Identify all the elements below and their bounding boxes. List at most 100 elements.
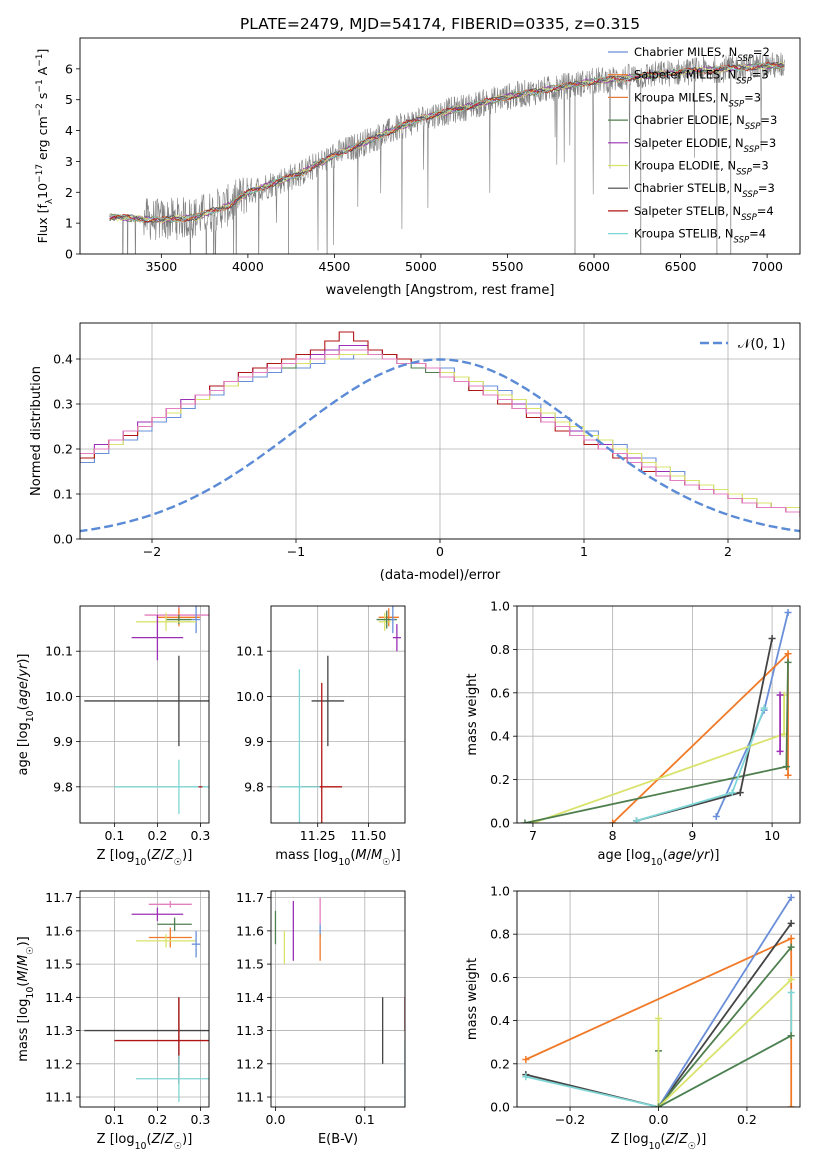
spectrum-xtick-label: 4500 [319,259,351,274]
weight-line [657,978,792,1107]
weight-marker [787,935,795,943]
residuals-ytick-label: 0.1 [53,487,73,502]
spectrum-xtick-label: 3500 [145,259,177,274]
residuals-plot-area [80,323,800,539]
weight-marker [787,989,795,997]
weight-marker [787,976,795,984]
legend-label: Kroupa STELIB, NSSP=4 [634,227,766,246]
weight_vs_age-ytick-label: 0.6 [490,685,510,700]
mass_vs_Z-plot-area [80,891,209,1107]
weight-line [657,897,792,1107]
spectrum-ytick-label: 5 [65,92,73,107]
weight-marker [609,819,617,823]
panel-weight_vs_age: 7 8 9 10 0.0 0.2 0.4 0.6 0.8 1.0 age [log10(age/yr… [465,599,801,868]
weight_vs_age-xtick-label: 10 [764,828,780,843]
residuals-xtick-label: 0 [436,544,444,559]
legend-label: Kroupa MILES, NSSP=3 [634,90,761,109]
weight-marker [784,771,792,779]
weight_vs_age-ytick-label: 1.0 [490,599,510,614]
weight-marker [522,1073,530,1081]
residuals-ylabel: Normed distribution [29,366,44,496]
weight_vs_Z-ytick-label: 1.0 [490,884,510,899]
mass_vs_Z-ytick-label: 11.4 [45,990,73,1005]
age_vs_Z-xtick-label: 0.3 [190,828,210,843]
weight_vs_Z-xtick-label: −0.2 [555,1112,585,1127]
weight-marker [787,893,795,901]
spectrum-ytick-label: 6 [65,61,73,76]
weight_vs_age-ytick-label: 0.4 [490,729,510,744]
weight_vs_Z-ytick-label: 0.6 [490,970,510,985]
mass_vs_ebv-ytick-label: 11.6 [236,923,264,938]
residuals-ytick-label: 0.4 [53,352,73,367]
residuals-xlabel: (data-model)/error [380,568,501,583]
mass_vs_ebv-frame [270,890,406,1108]
mass_vs_Z-ytick-label: 11.5 [45,957,73,972]
legend-label: Chabrier MILES, NSSP=2 [634,45,770,64]
spectrum-ytick-label: 4 [65,123,73,138]
legend-label-gaussian: 𝒩(0, 1) [738,337,785,352]
weight_vs_Z-ylabel: mass weight [465,958,480,1040]
age_vs_mass-xtick-label: 11.25 [300,828,336,843]
weight-marker [633,817,641,823]
residuals-xtick-label: 1 [580,544,588,559]
age_vs_Z-ytick-label: 9.9 [53,734,73,749]
weight-marker [784,658,792,666]
residuals-xtick-label: 2 [724,544,732,559]
mass_vs_Z-xtick-label: 0.3 [190,1112,210,1127]
residuals-ytick-label: 0.3 [53,397,73,412]
weight_vs_age-ytick-label: 0.2 [490,772,510,787]
mass_vs_Z-ytick-label: 11.2 [45,1056,73,1071]
age_vs_Z-frame [79,605,210,824]
weight-marker [784,609,792,617]
spectrum-frame [79,37,801,255]
weight-marker [522,1055,530,1063]
panel-weight_vs_Z: −0.2 0.0 0.2 0.0 0.2 0.4 0.6 0.8 1.0 Z [log10(Z/Z… [465,884,801,1152]
weight-marker [776,747,784,755]
weight_vs_age-xtick-label: 7 [529,828,537,843]
age_vs_mass-ytick-label: 10.0 [236,689,264,704]
weight_vs_age-plot-area [517,606,800,823]
panels: 3500 4000 4500 5000 5500 6000 6500 7000 0 1 2 3 4 5 6 C… [16,37,801,1152]
age_vs_Z-ytick-label: 10.1 [45,644,73,659]
mass_vs_ebv-xtick-label: 0.1 [355,1112,375,1127]
spectrum-ytick-label: 0 [65,247,73,262]
weight-marker [782,763,790,771]
age_vs_mass-xtick-label: 11.50 [351,828,387,843]
residuals-frame [79,322,801,540]
model-spectrum-line [109,62,785,223]
legend-label: Chabrier STELIB, NSSP=3 [634,181,775,200]
mass_vs_Z-ytick-label: 11.6 [45,923,73,938]
spectrum-ytick-label: 2 [65,185,73,200]
age_vs_mass-ytick-label: 9.9 [244,734,264,749]
weight_vs_Z-ytick-label: 0.0 [490,1100,510,1115]
spectrum-ytick-label: 1 [65,216,73,231]
mass_vs_Z-frame [79,890,210,1108]
age_vs_mass-xlabel: mass [log10(M/M☉)] [275,848,401,868]
spectrum-xtick-label: 7000 [751,259,783,274]
age_vs_mass-ytick-label: 10.1 [236,644,264,659]
mass_vs_Z-ytick-label: 11.1 [45,1090,73,1105]
weight-marker [776,691,784,699]
age_vs_Z-ytick-label: 10.0 [45,689,73,704]
weight_vs_age-xtick-label: 9 [688,828,696,843]
weight_vs_Z-plot-area [517,891,800,1107]
mass_vs_ebv-plot-area [271,891,405,1107]
weight-marker [784,650,792,658]
weight_vs_Z-xtick-label: 0.2 [737,1112,757,1127]
mass_vs_ebv-xlabel: E(B-V) [318,1132,358,1147]
weight_vs_Z-ytick-label: 0.4 [490,1013,510,1028]
legend-label: Chabrier ELODIE, NSSP=3 [634,113,777,132]
panel-mass_vs_Z: 0.1 0.2 0.3 11.1 11.2 11.3 11.4 11.5 11.6 11.7 Z [… [16,890,210,1151]
weight-marker [787,943,795,951]
weight_vs_age-ylabel: mass weight [465,673,480,755]
legend-label: Salpeter STELIB, NSSP=4 [634,204,774,223]
legend-label: Kroupa ELODIE, NSSP=3 [634,159,769,178]
age_vs_Z-xlabel: Z [log10(Z/Z☉)] [97,848,193,868]
mass_vs_Z-ytick-label: 11.7 [45,890,73,905]
weight-marker [768,635,776,643]
weight_vs_age-ytick-label: 0.0 [490,816,510,831]
mass_vs_ebv-ytick-label: 11.3 [236,1023,264,1038]
weight-marker [712,812,720,820]
